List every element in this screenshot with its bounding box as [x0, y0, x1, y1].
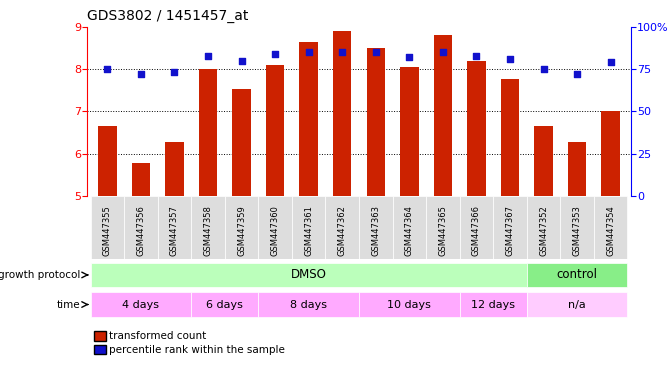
Bar: [191, 292, 258, 317]
Text: 4 days: 4 days: [122, 300, 160, 310]
Bar: [132, 163, 150, 196]
Bar: [501, 79, 519, 196]
Bar: [158, 196, 191, 259]
Bar: [258, 292, 359, 317]
Text: GSM447367: GSM447367: [505, 205, 515, 257]
Bar: [366, 48, 385, 196]
Bar: [199, 69, 217, 196]
Text: GSM447354: GSM447354: [606, 205, 615, 256]
Text: 6 days: 6 days: [207, 300, 243, 310]
Point: [538, 66, 549, 72]
Text: GSM447356: GSM447356: [136, 205, 146, 256]
Text: GSM447352: GSM447352: [539, 205, 548, 256]
Bar: [91, 292, 191, 317]
Bar: [333, 31, 352, 196]
Bar: [91, 263, 527, 287]
Text: GSM447360: GSM447360: [270, 205, 280, 256]
Text: GSM447361: GSM447361: [304, 205, 313, 256]
Bar: [124, 196, 158, 259]
Bar: [359, 292, 460, 317]
Point: [102, 66, 113, 72]
Point: [270, 51, 280, 57]
Text: GSM447362: GSM447362: [338, 205, 347, 256]
Text: DMSO: DMSO: [291, 268, 327, 281]
Bar: [527, 292, 627, 317]
Bar: [91, 196, 124, 259]
Text: time: time: [57, 300, 81, 310]
Bar: [527, 196, 560, 259]
Text: control: control: [556, 268, 598, 281]
Text: GDS3802 / 1451457_at: GDS3802 / 1451457_at: [87, 9, 248, 23]
Bar: [232, 89, 251, 196]
Text: GSM447355: GSM447355: [103, 205, 112, 256]
Point: [303, 49, 314, 55]
Text: GSM447365: GSM447365: [438, 205, 448, 256]
Bar: [601, 111, 620, 196]
Text: 8 days: 8 days: [290, 300, 327, 310]
Point: [169, 70, 180, 76]
Point: [437, 49, 448, 55]
Bar: [98, 126, 117, 196]
Bar: [191, 196, 225, 259]
Text: percentile rank within the sample: percentile rank within the sample: [109, 345, 285, 355]
Bar: [325, 196, 359, 259]
Bar: [299, 42, 318, 196]
Bar: [493, 196, 527, 259]
Point: [605, 59, 616, 65]
Bar: [460, 292, 527, 317]
Point: [572, 71, 582, 77]
Point: [136, 71, 146, 77]
Bar: [266, 65, 285, 196]
Bar: [433, 35, 452, 196]
Bar: [460, 196, 493, 259]
Bar: [400, 67, 419, 196]
Text: 12 days: 12 days: [471, 300, 515, 310]
Bar: [467, 61, 486, 196]
Point: [471, 53, 482, 59]
Point: [404, 54, 415, 60]
Bar: [292, 196, 325, 259]
Text: GSM447353: GSM447353: [572, 205, 582, 256]
Bar: [568, 142, 586, 196]
Point: [203, 53, 213, 59]
Text: 10 days: 10 days: [387, 300, 431, 310]
Bar: [534, 126, 553, 196]
Text: n/a: n/a: [568, 300, 586, 310]
Text: GSM447364: GSM447364: [405, 205, 414, 256]
Text: growth protocol: growth protocol: [0, 270, 81, 280]
Bar: [560, 196, 594, 259]
Text: transformed count: transformed count: [109, 331, 206, 341]
Point: [505, 56, 515, 62]
Bar: [527, 263, 627, 287]
Text: GSM447358: GSM447358: [203, 205, 213, 256]
Bar: [225, 196, 258, 259]
Bar: [165, 142, 184, 196]
Text: GSM447363: GSM447363: [371, 205, 380, 257]
Bar: [426, 196, 460, 259]
Point: [236, 58, 247, 64]
Text: GSM447359: GSM447359: [237, 205, 246, 256]
Text: GSM447366: GSM447366: [472, 205, 481, 257]
Bar: [594, 196, 627, 259]
Bar: [258, 196, 292, 259]
Text: GSM447357: GSM447357: [170, 205, 179, 256]
Point: [337, 49, 348, 55]
Bar: [359, 196, 393, 259]
Bar: [393, 196, 426, 259]
Point: [370, 49, 381, 55]
